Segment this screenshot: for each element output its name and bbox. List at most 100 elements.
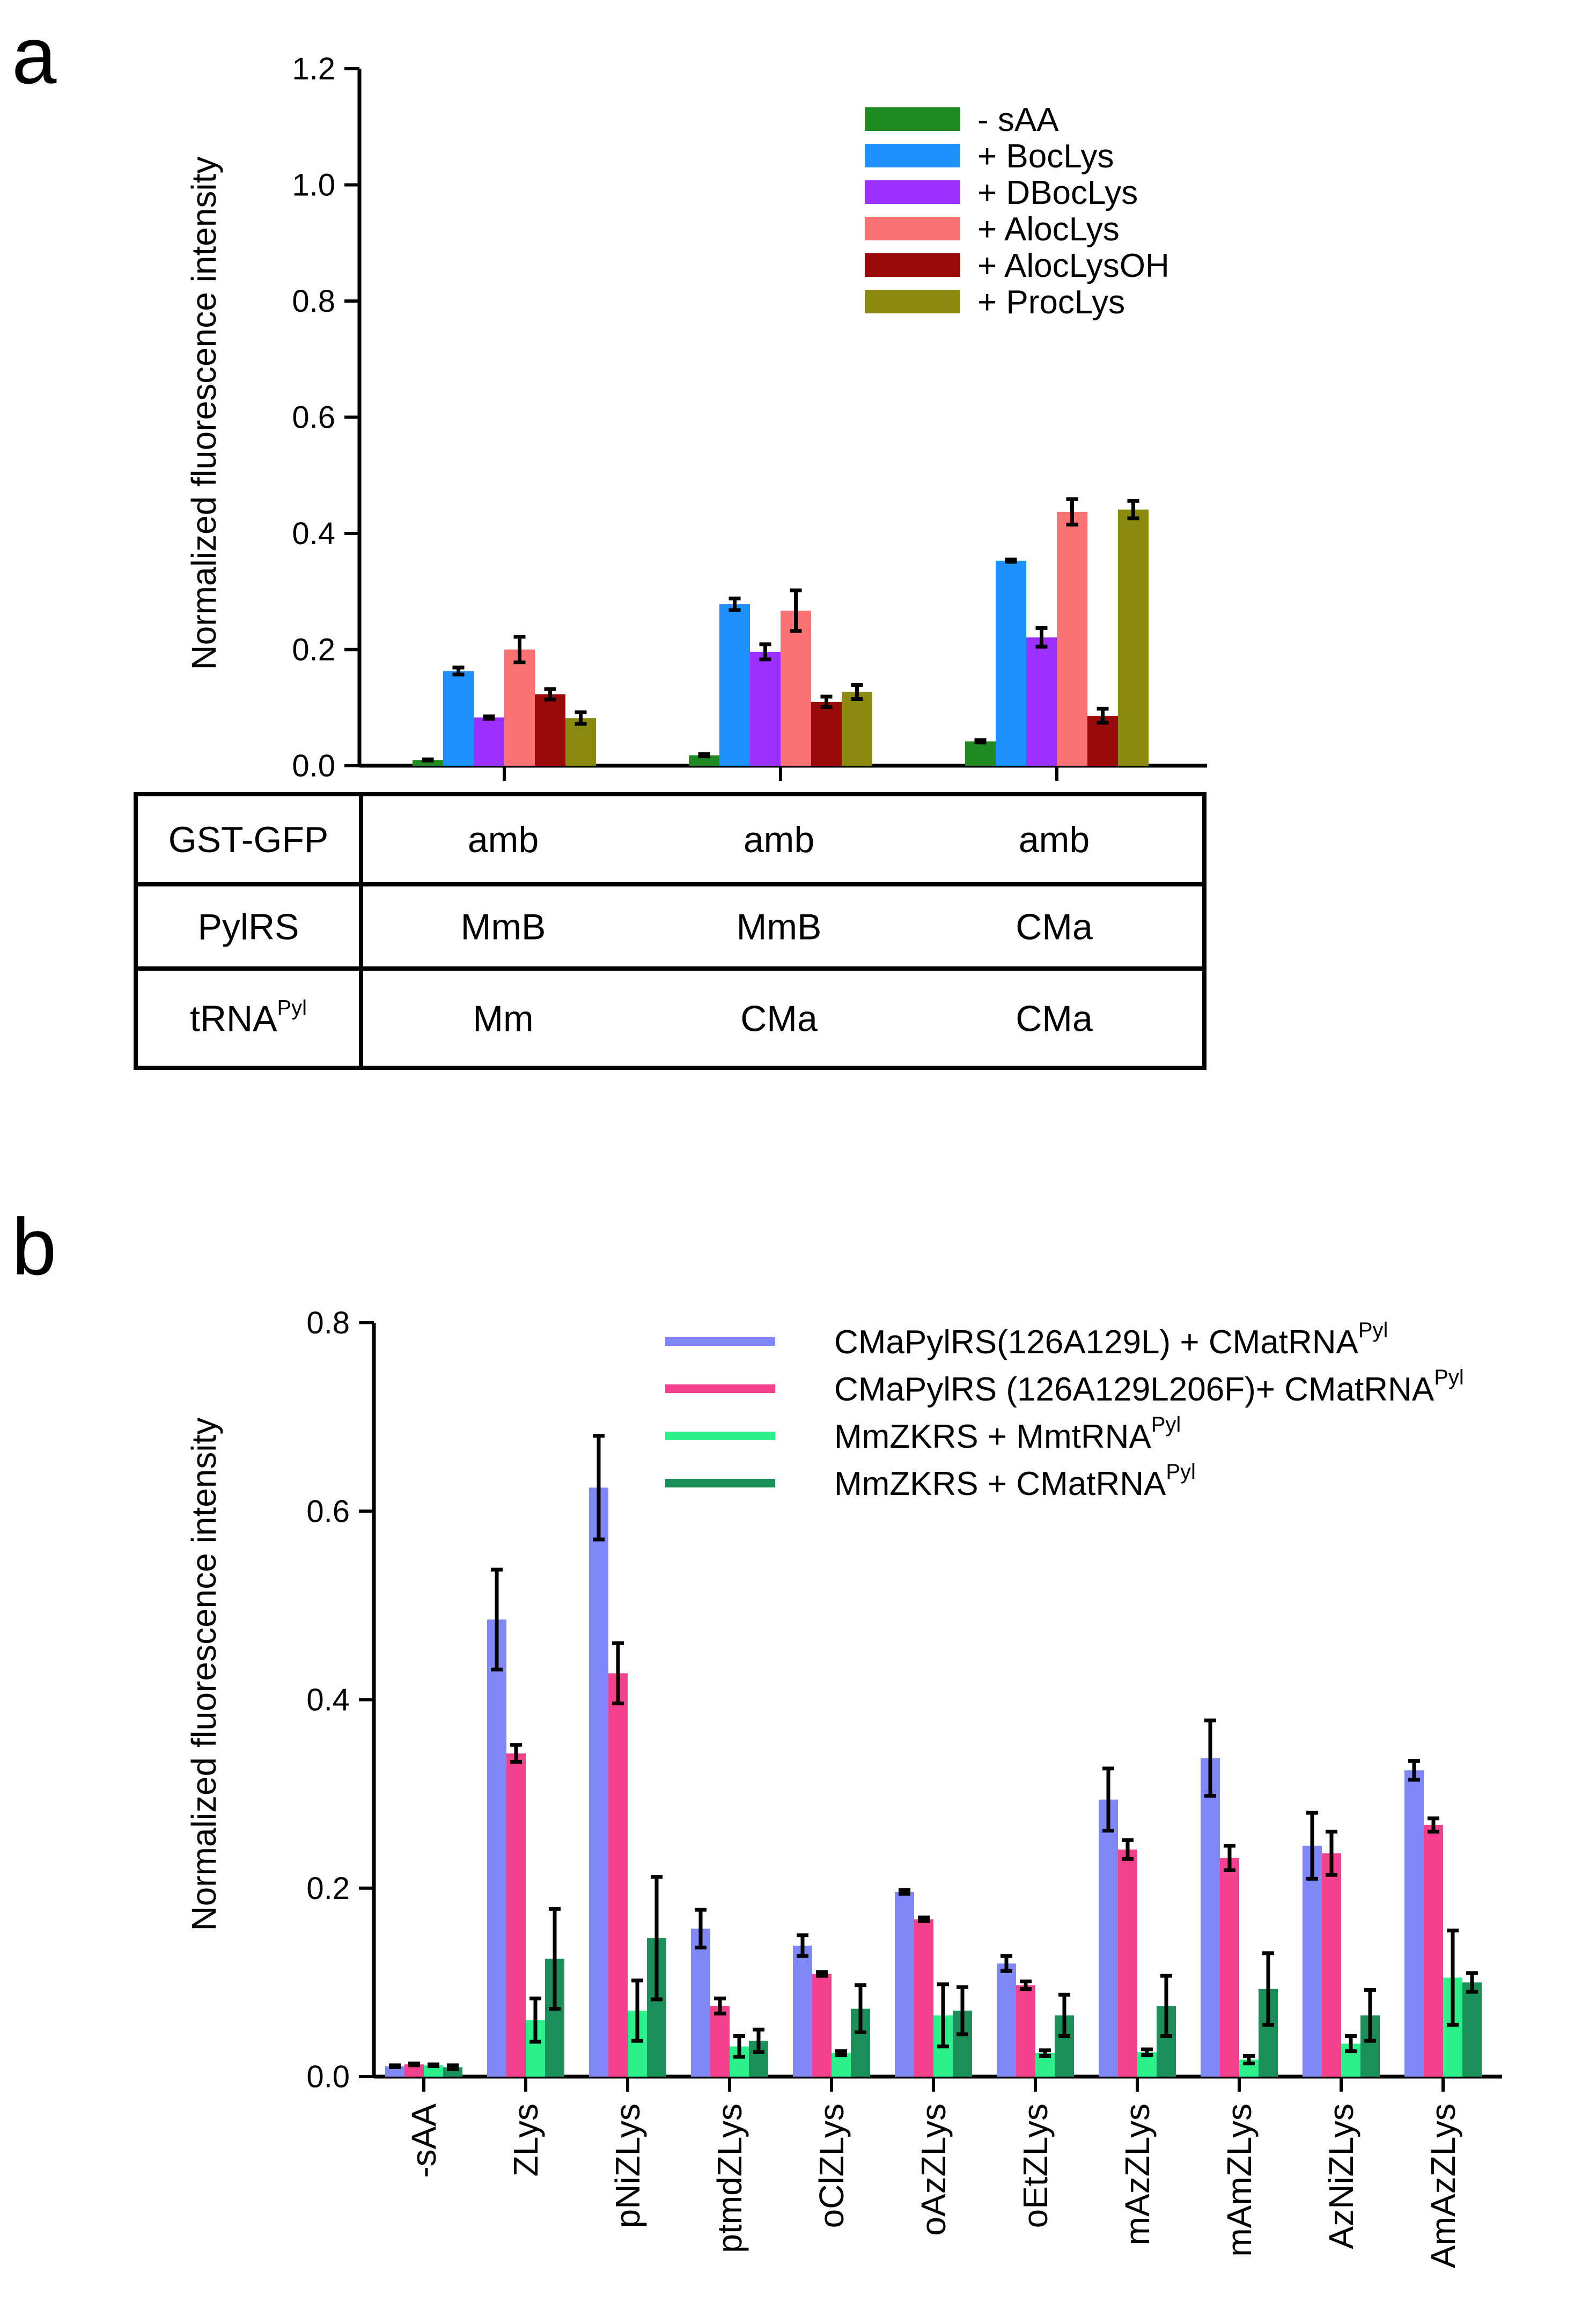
chart-a-condition-table: GST-GFP amb amb amb PylRS MmB MmB CMa tRNAPyl Mm C… xyxy=(134,792,1207,1070)
chart-b-error-bar xyxy=(510,1743,522,1764)
chart-a-table-cell: Mm xyxy=(473,999,533,1039)
chart-a-bar xyxy=(504,649,535,766)
chart-b-bar xyxy=(1322,1853,1341,2077)
chart-a-table-cell: amb xyxy=(1019,819,1090,860)
chart-a-error-bar xyxy=(422,757,434,763)
chart-b-error-bar xyxy=(1224,1844,1235,1872)
panel-label-a: a xyxy=(12,10,57,100)
chart-a-bar xyxy=(474,717,504,766)
chart-b-x-category-label: oAzZLys xyxy=(914,2103,953,2236)
chart-a-bars xyxy=(413,497,1149,766)
chart-a-error-bar xyxy=(759,642,771,662)
chart-a-bar xyxy=(811,701,842,766)
chart-a-table-row-header: PylRS xyxy=(198,907,299,948)
chart-b-error-bar xyxy=(593,1434,605,1542)
chart-b-x-category-label: oEtZLys xyxy=(1016,2103,1055,2228)
chart-a-legend-label: + ProcLys xyxy=(977,284,1125,321)
chart-a-bar xyxy=(1057,511,1087,766)
chart-b-legend-label: CMaPylRS(126A129L) + CMatRNAPyl xyxy=(834,1318,1388,1361)
chart-a-bar xyxy=(842,692,872,766)
chart-b-error-bar xyxy=(549,1907,561,2011)
chart-a-bar xyxy=(443,671,474,766)
chart-a-bar xyxy=(719,604,750,766)
chart-a-legend-label: + AlocLysOH xyxy=(977,247,1169,284)
chart-b-bar xyxy=(1118,1849,1137,2077)
chart-a-table-row-header: tRNAPyl xyxy=(190,996,307,1039)
chart-a-error-bar xyxy=(1035,626,1048,649)
chart-b-error-bar xyxy=(651,1875,663,2002)
chart-a-table-row-header-text: tRNA xyxy=(190,999,277,1039)
chart-a-error-bar xyxy=(851,683,863,701)
chart-a-table-cell: MmB xyxy=(461,907,546,948)
chart-b-y-axis-label: Normalized fluorescence intensity xyxy=(185,1418,223,1931)
chart-a-error-bar xyxy=(790,588,802,633)
chart-b-x-category-label: mAzZLys xyxy=(1118,2103,1157,2245)
chart-b-y-tick-label: 0.4 xyxy=(306,1683,350,1718)
chart-a-y-axis-label: Normalized fluorescence intensity xyxy=(185,157,223,670)
chart-b-bar xyxy=(710,2006,730,2077)
chart-a-bar xyxy=(535,694,565,766)
chart-b-legend-label-text: MmZKRS + MmtRNA xyxy=(834,1418,1151,1455)
chart-b-error-bar xyxy=(1345,2034,1357,2054)
chart-b-error-bar xyxy=(1262,1951,1274,2027)
chart-b-error-bar xyxy=(631,1978,643,2043)
chart-b-bar xyxy=(487,1619,506,2077)
chart-b-y-tick-label: 0.6 xyxy=(306,1494,350,1529)
chart-a-bar xyxy=(1118,509,1149,766)
chart-b-error-bar xyxy=(529,1996,541,2044)
chart-b-legend-label: CMaPylRS (126A129L206F)+ CMatRNAPyl xyxy=(834,1366,1464,1408)
chart-b-error-bar xyxy=(1408,1759,1420,1782)
chart-b-x-category-label: AmAzZLys xyxy=(1424,2103,1462,2268)
chart-b-bar xyxy=(1220,1858,1239,2077)
chart-a-legend-swatch xyxy=(865,290,960,313)
chart-a-error-bar xyxy=(1005,558,1017,564)
chart-a-y-tick-label: 1.0 xyxy=(292,168,335,203)
chart-b-bar xyxy=(1424,1825,1443,2077)
chart-a-error-bar xyxy=(575,710,587,726)
chart-b-bar xyxy=(1016,1985,1035,2077)
chart-b-error-bar xyxy=(899,1888,910,1896)
chart-b-bars xyxy=(385,1434,1482,2077)
chart-a-table-row-header-sup: Pyl xyxy=(277,996,307,1020)
chart-b-legend-label-text: CMaPylRS(126A129L) + CMatRNA xyxy=(834,1324,1359,1361)
chart-b-error-bar xyxy=(1058,1992,1070,2038)
chart-b: Normalized fluorescence intensity 0.0 0.2… xyxy=(185,1306,1502,2268)
panel-label-b: b xyxy=(12,1201,56,1292)
chart-a-bar xyxy=(689,755,719,766)
chart-b-x-category-label: -sAA xyxy=(404,2103,443,2178)
chart-b-error-bar xyxy=(1020,1980,1032,1991)
chart-a: Normalized fluorescence intensity 0.0 0.2… xyxy=(134,52,1207,1070)
chart-b-error-bar xyxy=(1364,1988,1376,2043)
chart-b-error-bar xyxy=(408,2061,420,2068)
chart-b-bar xyxy=(424,2065,443,2077)
chart-b-legend-label-text: CMaPylRS (126A129L206F)+ CMatRNA xyxy=(834,1371,1434,1408)
chart-b-bar xyxy=(608,1673,628,2077)
chart-b-error-bar xyxy=(797,1933,808,1958)
chart-a-y-tick-label: 0.8 xyxy=(292,284,335,319)
chart-a-y-tick-label: 0.4 xyxy=(292,516,335,551)
chart-b-error-bar xyxy=(714,1996,726,2015)
chart-b-legend-label-sup: Pyl xyxy=(1434,1366,1464,1389)
chart-a-error-bar xyxy=(544,687,556,702)
chart-a-error-bar xyxy=(729,596,741,612)
chart-a-bar xyxy=(781,610,811,766)
chart-a-table-cell: amb xyxy=(744,819,814,860)
chart-a-error-bar xyxy=(698,752,710,759)
chart-b-error-bar xyxy=(428,2062,439,2069)
chart-a-error-bar xyxy=(1097,707,1109,725)
chart-a-error-bar xyxy=(1127,498,1139,520)
chart-b-x-category-label: oClZLys xyxy=(812,2103,851,2228)
chart-b-error-bar xyxy=(1001,1954,1012,1973)
chart-b-error-bar xyxy=(491,1567,503,1671)
chart-b-legend: CMaPylRS(126A129L) + CMatRNAPylCMaPylRS … xyxy=(665,1318,1464,1502)
chart-b-legend-label: MmZKRS + MmtRNAPyl xyxy=(834,1413,1181,1455)
chart-a-bar xyxy=(565,718,596,766)
chart-b-error-bar xyxy=(855,1983,866,2034)
chart-a-bar xyxy=(965,741,996,766)
chart-a-table-cell: amb xyxy=(468,819,539,860)
chart-b-error-bar xyxy=(816,1970,828,1978)
chart-b-bar xyxy=(691,1929,710,2077)
chart-a-legend-label: + BocLys xyxy=(977,138,1114,175)
chart-b-error-bar xyxy=(937,1982,949,2049)
chart-b-error-bar xyxy=(1466,1971,1478,1994)
